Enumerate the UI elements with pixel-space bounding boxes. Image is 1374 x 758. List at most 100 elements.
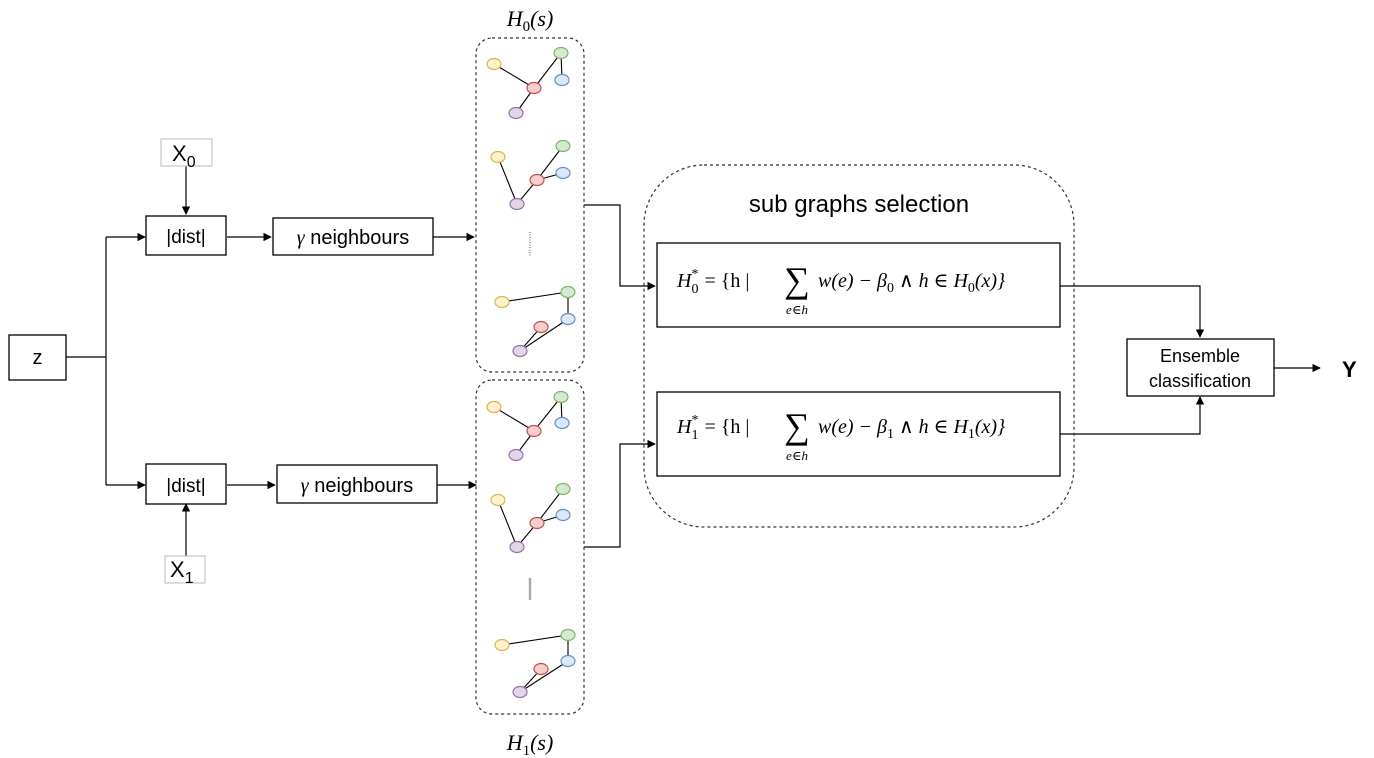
arrow-set0-to-formula0 [584,204,656,291]
svg-text:H0(s): H0(s) [506,6,554,35]
formula-box-1: H* 1 = {h | ∑ e∈h w(e) − β1 ∧ h ∈ H1(x)} [656,391,1061,477]
graph-node-purple [509,197,525,211]
arrow-set1-to-formula1 [584,439,656,548]
formula0-tail-sub: 0 [968,281,975,296]
graph-node-purple [508,448,524,462]
formula1-rest: w(e) − β [818,416,887,438]
graph-node-yellow [486,400,502,414]
svg-text:γ neighbours: γ neighbours [297,227,409,249]
dist-label-0: |dist| [166,227,205,248]
set1-label-sub: 1 [523,743,531,758]
graph-node-red [526,81,542,95]
graph-node-green [560,628,576,642]
arrow-formula0-to-ensemble [1060,285,1205,338]
formula0-tail-arg: (x)} [975,270,1005,292]
x1-subscript: 1 [185,570,194,587]
graph-node-purple [509,540,525,554]
output-y-label: Y [1342,357,1357,382]
formula0-sum-symbol: ∑ [784,260,810,300]
z-label: z [33,347,43,369]
set1-label-arg: (s) [530,730,553,755]
graph-thumbnail [490,482,571,554]
graph-node-yellow [490,493,506,507]
formula0-body: = {h | [704,270,749,292]
graph-node-yellow [494,638,510,652]
x0-label: X [172,141,187,166]
set0-label-main: H [506,6,524,31]
graph-node-purple [512,685,528,699]
formula1-lhs-sup: * [691,413,698,428]
graph-node-yellow [486,57,502,71]
graph-node-blue [554,416,570,430]
formula1-sum-symbol: ∑ [784,406,810,446]
neighbours-label-1: neighbours [309,475,414,497]
dist-node-0: |dist| [145,215,227,256]
gamma-symbol-1: γ [301,475,310,497]
graph-node-blue [560,654,576,668]
formula0-beta-sub: 0 [887,281,894,296]
formula1-tail-sub: 1 [968,427,975,442]
graph-node-green [553,390,569,404]
ensemble-line2: classification [1149,371,1251,391]
graph-node-green [555,139,571,153]
graph-node-purple [512,344,528,358]
formula1-lhs-sub: 1 [691,428,698,443]
graph-node-red [533,662,549,676]
z-input-node: z [8,334,67,381]
graph-node-yellow [494,295,510,309]
subgraph-set-1: H1(s) [475,379,585,758]
set0-label-arg: (s) [530,6,553,31]
selection-title: sub graphs selection [749,191,969,218]
graph-node-blue [555,508,571,522]
ensemble-line1: Ensemble [1160,346,1240,366]
graph-node-red [529,173,545,187]
svg-text:H1(s): H1(s) [506,730,554,758]
formula0-lhs: H [676,270,693,292]
formula1-body: = {h | [704,416,749,438]
svg-text:γ neighbours: γ neighbours [301,475,413,497]
svg-text:H*1= {h |: H* 1 = {h | [676,413,749,443]
graph-thumbnail [486,46,570,120]
graph-node-red [529,516,545,530]
set0-label-sub: 0 [523,19,531,35]
formula0-tail: ∧ h ∈ H [894,270,969,292]
x0-node: X0 [160,138,213,171]
subgraph-selection-group: sub graphs selection H* 0 = {h | ∑ e∈h w(e… [643,164,1075,528]
formula1-tail: ∧ h ∈ H [894,416,969,438]
svg-text:X1: X1 [170,557,194,587]
graph-node-green [560,285,576,299]
graph-node-purple [508,106,524,120]
formula1-lhs: H [676,416,693,438]
gamma-symbol-0: γ [297,227,306,249]
formula0-lhs-sup: * [691,267,698,282]
neighbours-label-0: neighbours [305,227,410,249]
formula0-lhs-sub: 0 [691,282,698,297]
arrow-formula1-to-ensemble [1060,396,1205,435]
graph-node-blue [555,166,571,180]
connectors [66,166,1321,556]
graph-node-blue [554,73,570,87]
dist-node-1: |dist| [145,463,227,505]
svg-text:X0: X0 [172,141,196,171]
formula0-sum-under: e∈h [786,302,808,317]
graph-node-red [533,320,549,334]
set1-label-main: H [506,730,524,755]
graph-thumbnail [494,628,576,699]
graph-thumbnail [494,285,576,358]
svg-text:w(e) − β1 ∧ h ∈ H1(x)}: w(e) − β1 ∧ h ∈ H1(x)} [818,416,1005,442]
graph-thumbnail [490,139,571,211]
svg-text:w(e) − β0 ∧ h ∈ H0(x)}: w(e) − β0 ∧ h ∈ H0(x)} [818,270,1005,296]
formula-box-0: H* 0 = {h | ∑ e∈h w(e) − β0 ∧ h ∈ H0(x)} [656,242,1061,328]
graph-node-blue [560,312,576,326]
formula1-tail-arg: (x)} [975,416,1005,438]
formula1-beta-sub: 1 [887,427,894,442]
formula1-sum-under: e∈h [786,448,808,463]
subgraph-set-0: H0(s) [475,6,585,373]
graph-node-yellow [490,150,506,164]
svg-text:H*0= {h |: H* 0 = {h | [676,267,749,297]
neighbours-node-0: γ neighbours [272,217,434,256]
graph-thumbnail [486,390,570,462]
x1-node: X1 [164,555,206,587]
